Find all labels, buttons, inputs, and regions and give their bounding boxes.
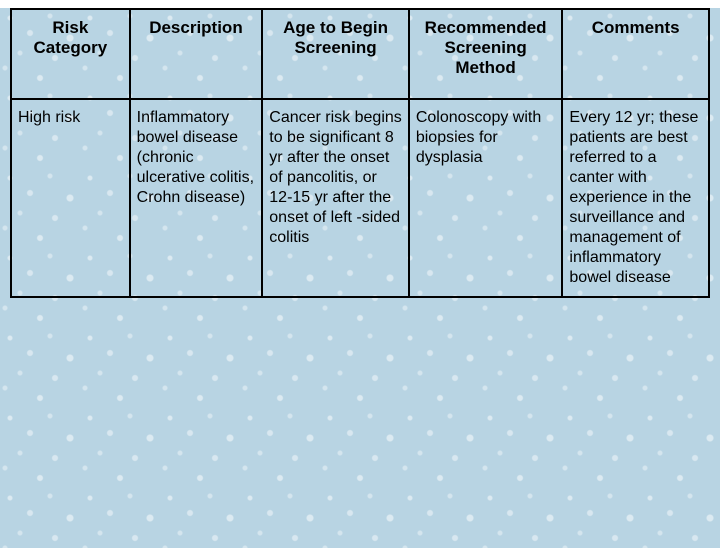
cell-risk-category: High risk: [11, 99, 130, 297]
col-header-description: Description: [130, 9, 263, 99]
cell-recommended-method: Colonoscopy with biopsies for dysplasia: [409, 99, 563, 297]
cell-age-to-begin: Cancer risk begins to be significant 8 y…: [262, 99, 409, 297]
table-row: High risk Inflammatory bowel disease (ch…: [11, 99, 709, 297]
col-header-age-to-begin: Age to Begin Screening: [262, 9, 409, 99]
screening-table: Risk Category Description Age to Begin S…: [10, 8, 710, 298]
table-header-row: Risk Category Description Age to Begin S…: [11, 9, 709, 99]
cell-description: Inflammatory bowel disease (chronic ulce…: [130, 99, 263, 297]
col-header-recommended-method: Recommended Screening Method: [409, 9, 563, 99]
col-header-risk-category: Risk Category: [11, 9, 130, 99]
cell-comments: Every 12 yr; these patients are best ref…: [562, 99, 709, 297]
col-header-comments: Comments: [562, 9, 709, 99]
